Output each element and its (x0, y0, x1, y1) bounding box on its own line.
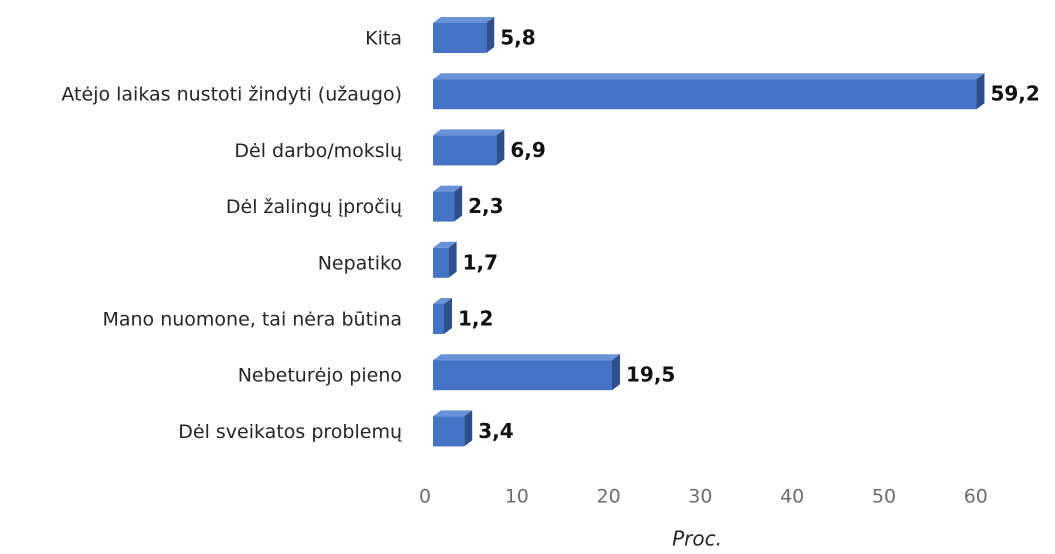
x-tick-label: 50 (872, 486, 896, 508)
bar-top (433, 410, 473, 417)
bar-side (444, 298, 453, 334)
bar-top (433, 17, 495, 23)
bar (433, 135, 497, 166)
value-label: 2,3 (468, 194, 503, 218)
value-label: 1,7 (463, 250, 498, 274)
value-label: 6,9 (510, 138, 545, 162)
value-label: 5,8 (500, 26, 535, 50)
x-tick-label: 10 (505, 486, 529, 508)
bar-top (433, 129, 505, 136)
bar-side (464, 410, 473, 447)
y-tick-label: Atėjo laikas nustoti žindyti (užaugo) (61, 84, 402, 106)
bar-top (433, 354, 621, 361)
bar-side (496, 129, 505, 166)
y-tick-label: Nepatiko (318, 252, 402, 274)
bar (433, 304, 445, 334)
bar-top (433, 185, 463, 192)
y-tick-label: Mano nuomone, tai nėra būtina (102, 309, 402, 331)
y-tick-label: Dėl darbo/mokslų (234, 140, 402, 162)
value-label: 1,2 (458, 307, 493, 331)
x-axis-label: Proc. (672, 527, 722, 551)
x-tick-label: 40 (780, 486, 804, 508)
bar-top (433, 73, 985, 80)
bar (433, 247, 449, 278)
bar-side (486, 17, 495, 53)
bar-top (433, 241, 457, 248)
bar (433, 191, 455, 222)
value-label: 3,4 (478, 419, 513, 443)
y-tick-label: Nebeturėjo pieno (238, 365, 402, 387)
bar-top (433, 298, 453, 304)
bar-side (612, 354, 621, 391)
y-tick-label: Dėl žalingų įpročių (226, 196, 402, 218)
bar-side (976, 73, 985, 110)
bar-side (448, 241, 457, 278)
bar (433, 416, 465, 447)
bar (433, 360, 613, 391)
x-tick-label: 0 (419, 486, 431, 508)
value-label: 19,5 (626, 363, 675, 387)
bar (433, 79, 977, 110)
bar (433, 23, 487, 53)
y-tick-label: Kita (365, 28, 402, 50)
y-tick-label: Dėl sveikatos problemų (178, 421, 402, 443)
x-tick-label: 20 (597, 486, 621, 508)
x-tick-label: 60 (964, 486, 988, 508)
x-tick-label: 30 (688, 486, 712, 508)
value-label: 59,2 (990, 82, 1039, 106)
bar-side (454, 185, 463, 222)
